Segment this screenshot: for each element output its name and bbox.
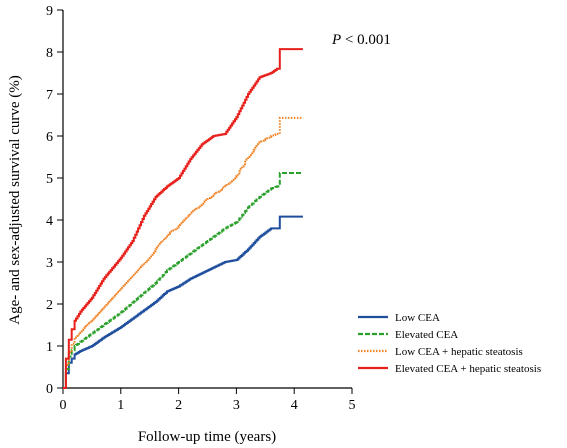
legend-label-2: Elevated CEA: [395, 329, 458, 341]
axes: 0 1 2 3 4 5 6 7 8 9 0 1 2 3 4 5: [46, 4, 356, 413]
y-tick-label: 5: [46, 172, 53, 187]
x-tick-label: 3: [233, 398, 240, 413]
series-line-3: [63, 116, 303, 389]
x-tick-label: 4: [291, 398, 298, 413]
y-tick-label: 0: [46, 382, 53, 397]
p-value-annotation: P < 0.001: [331, 32, 391, 48]
legend-label-3: Low CEA + hepatic steatosis: [395, 346, 523, 358]
legend-label-4: Elevated CEA + hepatic steatosis: [395, 363, 541, 375]
x-tick-label: 5: [349, 398, 356, 413]
y-tick-label: 3: [46, 256, 53, 271]
x-tick-label: 2: [175, 398, 182, 413]
x-tick-label: 0: [60, 398, 67, 413]
y-tick-label: 1: [46, 340, 53, 355]
series-line-1: [63, 215, 303, 389]
y-tick-label: 7: [46, 88, 53, 103]
y-tick-label: 2: [46, 298, 53, 313]
p-value-text: < 0.001: [341, 32, 391, 48]
plot-area: [63, 48, 303, 389]
series-line-4: [63, 48, 303, 389]
legend: Low CEA Elevated CEA Low CEA + hepatic ste…: [358, 312, 541, 375]
legend-label-1: Low CEA: [395, 312, 440, 324]
y-tick-label: 9: [46, 4, 53, 19]
y-tick-label: 8: [46, 46, 53, 61]
p-value-letter: P: [331, 32, 341, 48]
y-axis-label: Age- and sex-adjusted survival curve (%): [7, 75, 23, 325]
y-tick-label: 6: [46, 130, 53, 145]
y-tick-label: 4: [46, 214, 53, 229]
x-tick-label: 1: [117, 398, 124, 413]
x-axis-label: Follow-up time (years): [138, 429, 276, 445]
series-line-2: [63, 172, 303, 389]
